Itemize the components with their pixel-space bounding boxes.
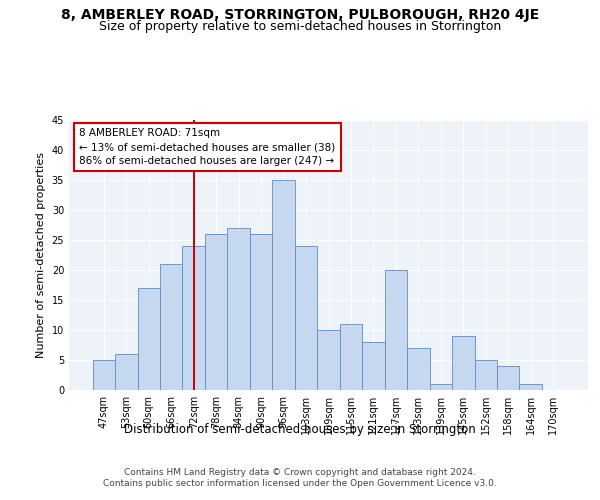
Text: 8 AMBERLEY ROAD: 71sqm
← 13% of semi-detached houses are smaller (38)
86% of sem: 8 AMBERLEY ROAD: 71sqm ← 13% of semi-det… (79, 128, 335, 166)
Bar (475, 360, 497, 390)
Bar (92, 360, 115, 390)
Text: 8, AMBERLEY ROAD, STORRINGTON, PULBOROUGH, RH20 4JE: 8, AMBERLEY ROAD, STORRINGTON, PULBOROUG… (61, 8, 539, 22)
Bar (340, 324, 362, 390)
Bar (227, 228, 250, 390)
Bar (385, 270, 407, 390)
Bar (430, 384, 452, 390)
Text: Contains HM Land Registry data © Crown copyright and database right 2024.
Contai: Contains HM Land Registry data © Crown c… (103, 468, 497, 487)
Text: Size of property relative to semi-detached houses in Storrington: Size of property relative to semi-detach… (99, 20, 501, 33)
Bar (250, 234, 272, 390)
Bar (295, 246, 317, 390)
Bar (115, 354, 137, 390)
Bar (182, 246, 205, 390)
Text: Distribution of semi-detached houses by size in Storrington: Distribution of semi-detached houses by … (124, 422, 476, 436)
Bar (362, 342, 385, 390)
Bar (205, 234, 227, 390)
Bar (160, 264, 182, 390)
Bar (407, 348, 430, 390)
Y-axis label: Number of semi-detached properties: Number of semi-detached properties (36, 152, 46, 358)
Bar (317, 330, 340, 390)
Bar (497, 366, 520, 390)
Bar (272, 180, 295, 390)
Bar (137, 288, 160, 390)
Bar (520, 384, 542, 390)
Bar (452, 336, 475, 390)
